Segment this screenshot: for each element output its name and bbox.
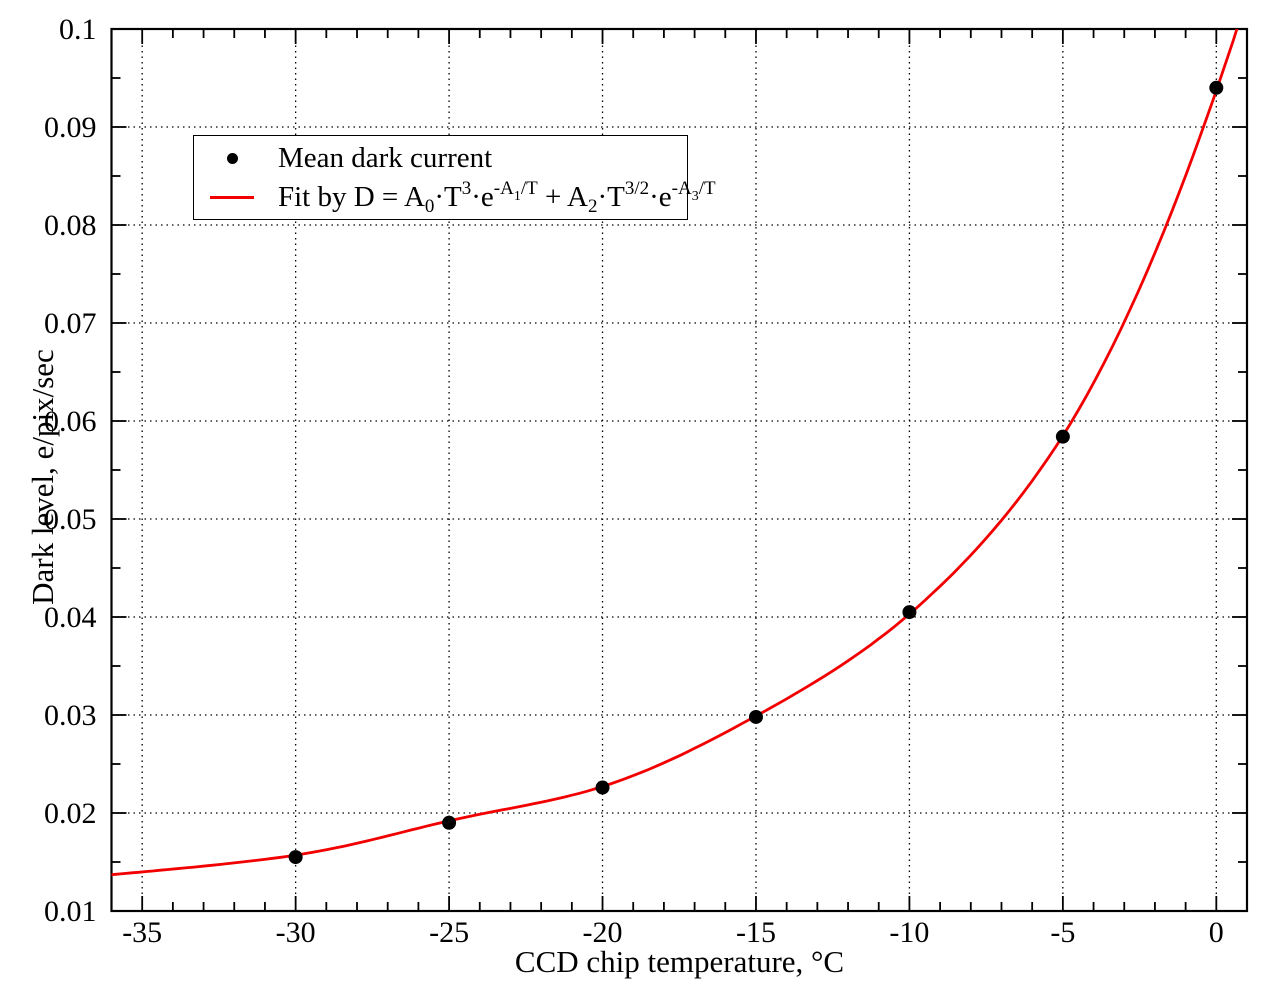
fit-line-swatch-icon <box>210 195 254 199</box>
formula-fragment: ·e <box>649 180 672 213</box>
formula-fragment: 3 <box>461 177 472 199</box>
x-tick-label: -30 <box>276 916 316 949</box>
y-tick-label: 0.01 <box>44 895 97 928</box>
formula-fragment: 1 <box>513 188 521 204</box>
x-tick-label: 0 <box>1209 916 1224 949</box>
data-points <box>288 80 1224 865</box>
scatter-dot-icon <box>226 152 238 164</box>
y-tick-label: 0.09 <box>44 111 97 144</box>
formula-fragment: /T <box>698 177 716 199</box>
legend-item-mean-dark-current: Mean dark current <box>194 139 687 178</box>
y-tick-label: 0.02 <box>44 797 97 830</box>
legend-item-fit-curve: Fit by D = A0·T3·e-A1/T + A2·T3/2·e-A3/T <box>194 178 716 217</box>
ticks <box>111 28 1247 912</box>
legend-marker-cell <box>207 152 257 164</box>
x-axis-title: CCD chip temperature, °C <box>514 944 845 979</box>
formula-fragment: 0 <box>424 195 435 217</box>
y-tick-label: 0.1 <box>59 13 97 46</box>
tick-labels: -35 -30 -25 -20 -15 -10 -5 0 0.01 0.02 0.03 0.04 0.0… <box>44 13 1224 949</box>
data-point <box>902 605 917 620</box>
y-tick-label: 0.05 <box>44 503 97 536</box>
y-axis-title: Dark level, e/pix/sec <box>25 349 60 605</box>
y-tick-label: 0.06 <box>44 405 97 438</box>
legend-label-fit-formula: Fit by D = A0·T3·e-A1/T + A2·T3/2·e-A3/T <box>278 179 716 216</box>
data-point <box>595 780 610 795</box>
formula-fragment: 2 <box>587 195 598 217</box>
legend-label-mean-dark-current: Mean dark current <box>278 141 493 174</box>
data-point <box>442 815 457 830</box>
data-point <box>1055 429 1070 444</box>
formula-fragment: ·T <box>434 180 462 213</box>
x-tick-label: -20 <box>583 916 623 949</box>
x-tick-label: -35 <box>122 916 162 949</box>
y-tick-label: 0.08 <box>44 209 97 242</box>
legend: Mean dark current Fit by D = A0·T3·e-A1/… <box>193 135 716 220</box>
formula-fragment: 3 <box>691 188 699 204</box>
x-tick-label: -5 <box>1050 916 1075 949</box>
legend-marker-cell <box>207 195 257 199</box>
formula-fragment: ·e <box>471 180 494 213</box>
formula-fragment: + A <box>537 180 588 213</box>
formula-fragment: ·T <box>597 180 625 213</box>
formula-fragment: -A <box>671 177 692 199</box>
data-point <box>1209 80 1224 95</box>
gridlines <box>111 29 1247 911</box>
x-tick-label: -25 <box>429 916 469 949</box>
y-tick-label: 0.03 <box>44 699 97 732</box>
fit-curve <box>111 29 1239 877</box>
formula-fragment: -A <box>493 177 514 199</box>
formula-fragment: Fit by D = A <box>278 180 425 213</box>
formula-fragment: 3/2 <box>624 177 650 199</box>
data-point <box>748 709 763 724</box>
x-tick-label: -15 <box>736 916 776 949</box>
y-tick-label: 0.04 <box>44 601 97 634</box>
data-point <box>288 850 303 865</box>
x-tick-label: -10 <box>889 916 929 949</box>
formula-fragment: /T <box>520 177 538 199</box>
y-tick-label: 0.07 <box>44 307 97 340</box>
